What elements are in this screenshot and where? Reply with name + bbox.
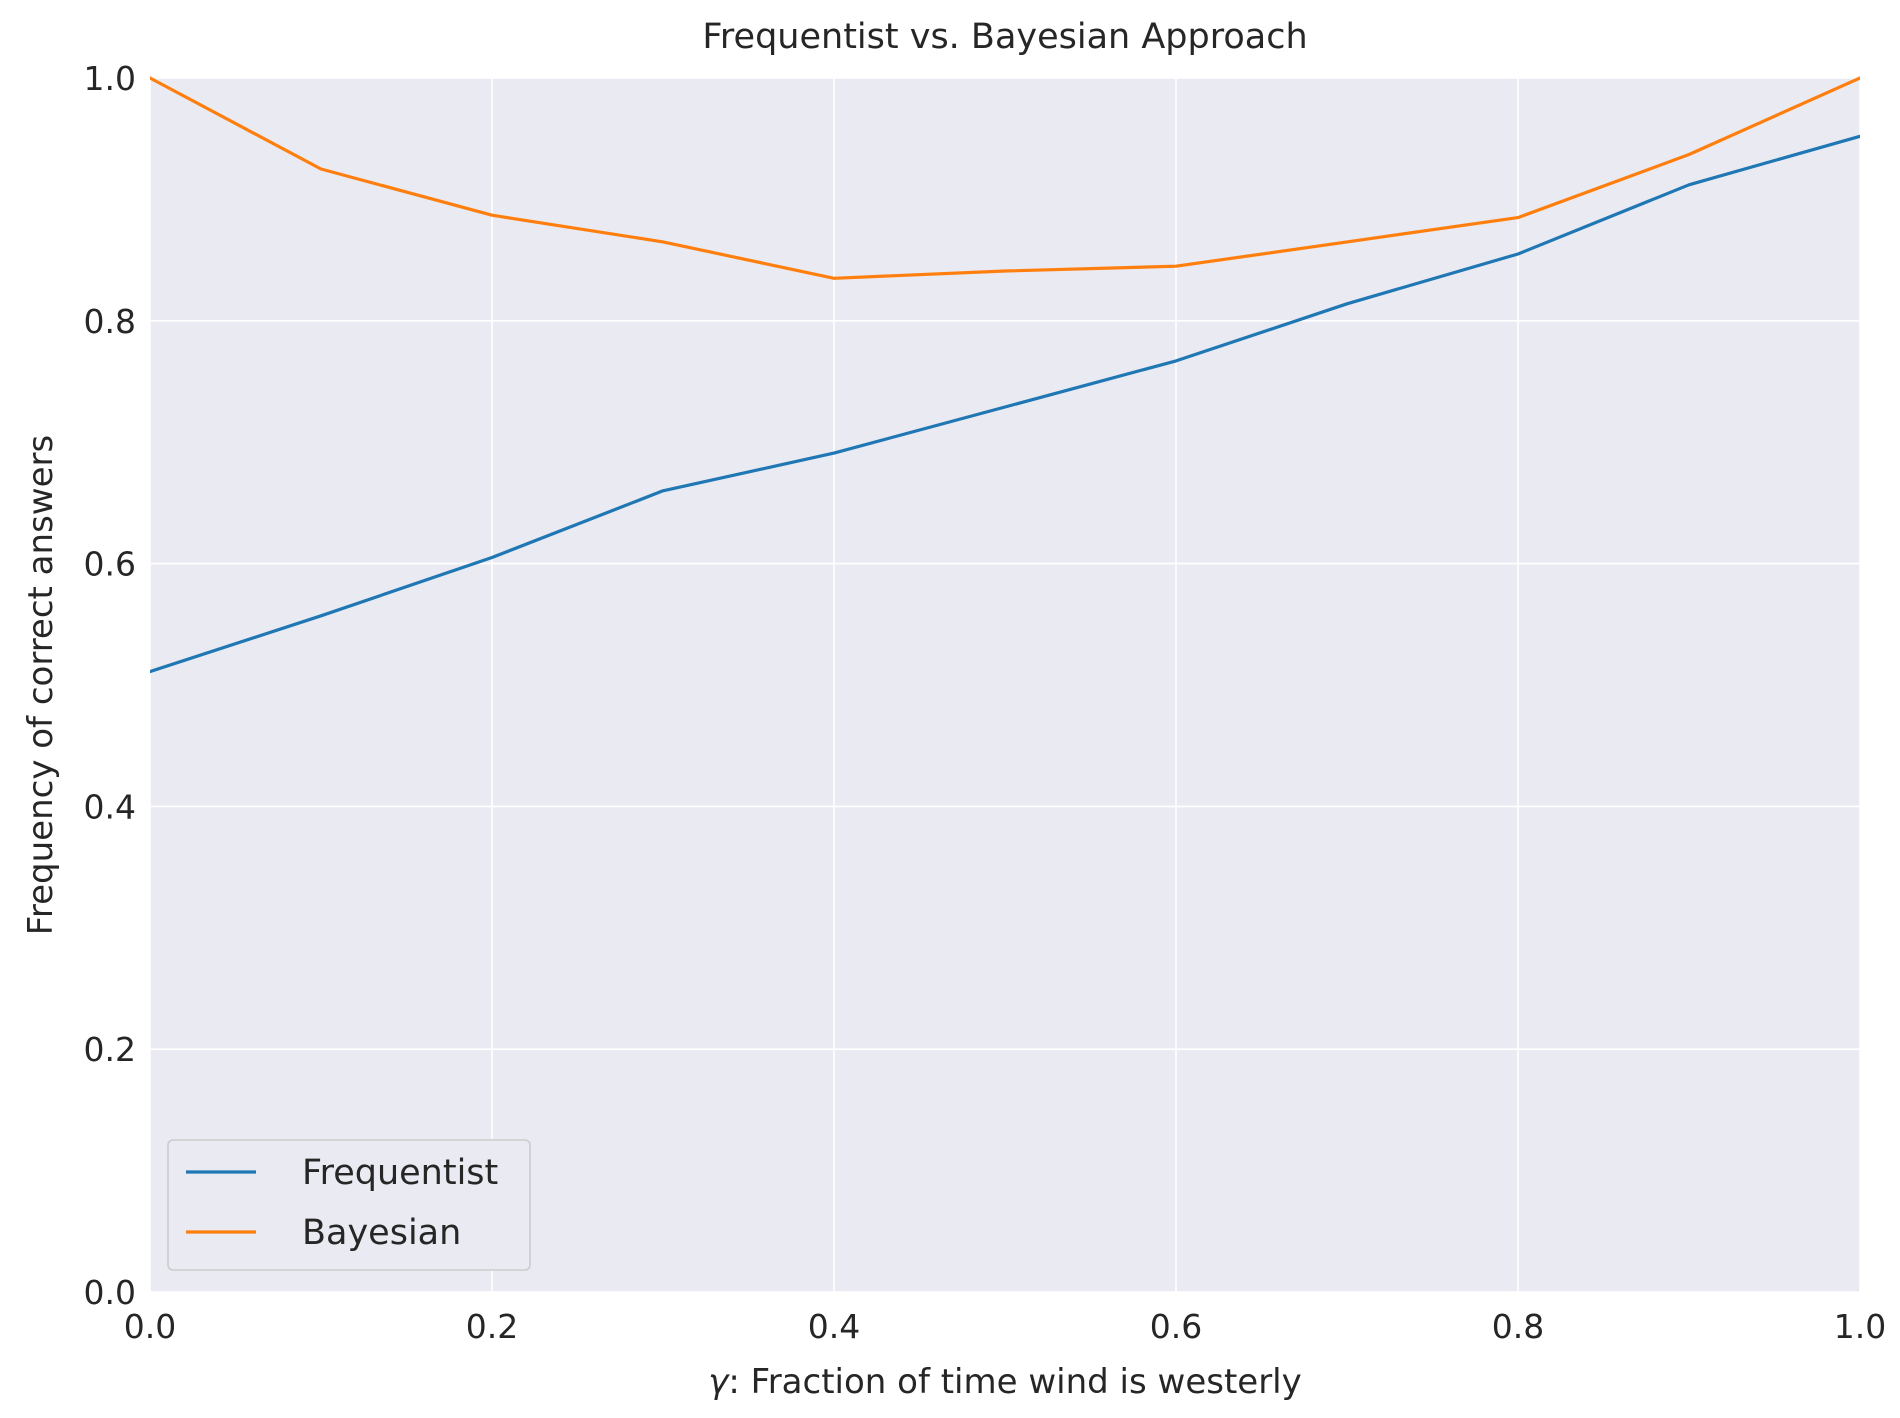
x-tick-label: 1.0: [1834, 1307, 1886, 1346]
y-axis-label: Frequency of correct answers: [21, 435, 61, 935]
y-tick-label: 0.4: [84, 787, 136, 826]
legend: Frequentist Bayesian: [167, 1139, 531, 1271]
legend-label-bayesian: Bayesian: [302, 1213, 461, 1253]
y-tick-label: 1.0: [84, 59, 136, 98]
y-tick-label: 0.8: [84, 302, 136, 341]
legend-label-frequentist: Frequentist: [302, 1153, 498, 1193]
x-ticks: 0.0 0.2 0.4 0.6 0.8 1.0: [124, 1307, 1886, 1346]
chart-title: Frequentist vs. Bayesian Approach: [702, 17, 1307, 57]
x-axis-label: γ: Fraction of time wind is westerly: [708, 1362, 1302, 1402]
x-tick-label: 0.4: [808, 1307, 860, 1346]
series-line-frequentist: [150, 134, 1860, 674]
series-lines: [150, 76, 1860, 674]
legend-box: [167, 1139, 531, 1271]
x-tick-label: 0.6: [1150, 1307, 1202, 1346]
y-tick-label: 0.2: [84, 1030, 136, 1069]
x-axis-label-symbol: γ: [708, 1362, 730, 1402]
x-tick-label: 0.8: [1492, 1307, 1544, 1346]
series-line-bayesian: [150, 76, 1860, 280]
grid: [149, 77, 1861, 1293]
y-tick-label: 0.6: [84, 545, 136, 584]
y-ticks: 0.0 0.2 0.4 0.6 0.8 1.0: [84, 59, 136, 1312]
y-tick-label: 0.0: [84, 1273, 136, 1312]
x-tick-label: 0.0: [124, 1307, 176, 1346]
x-axis-label-text: : Fraction of time wind is westerly: [728, 1362, 1301, 1402]
x-tick-label: 0.2: [466, 1307, 518, 1346]
plot-background: [150, 78, 1860, 1292]
